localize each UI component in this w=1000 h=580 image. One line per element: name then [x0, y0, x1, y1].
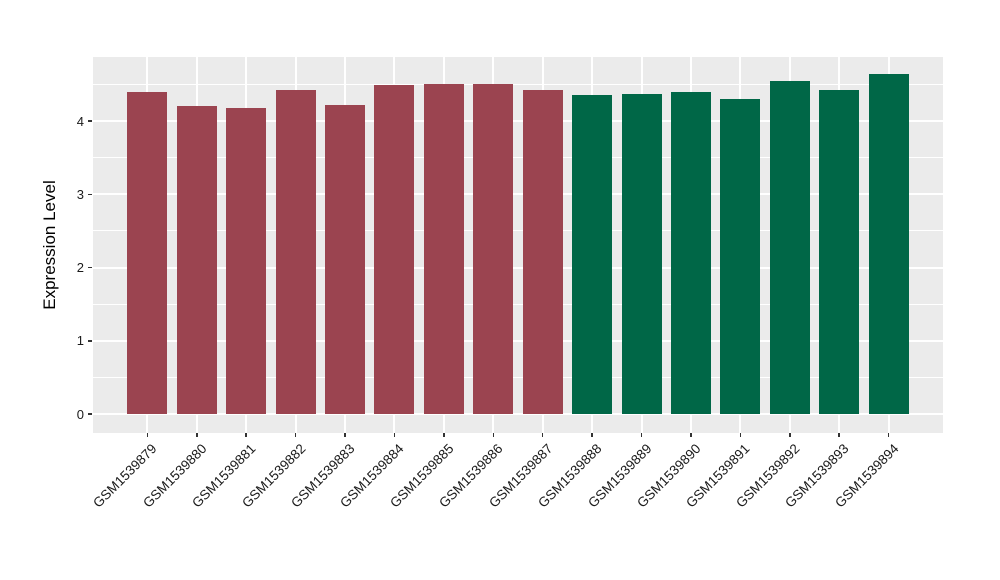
- y-axis-title: Expression Level: [40, 180, 59, 310]
- y-tick-mark: [88, 266, 92, 269]
- bar-GSM1539891: [720, 99, 761, 414]
- y-tick-label: 0: [76, 406, 84, 422]
- x-tick-mark: [196, 433, 198, 437]
- x-tick-mark: [838, 433, 840, 437]
- bar-GSM1539884: [374, 85, 415, 414]
- x-tick-mark: [789, 433, 791, 437]
- bar-GSM1539881: [226, 107, 267, 414]
- bar-GSM1539886: [473, 84, 514, 414]
- bar-GSM1539883: [325, 104, 366, 414]
- y-tick-mark: [88, 413, 92, 415]
- gridline-minor: [93, 230, 943, 232]
- gridline-major: [93, 339, 943, 342]
- y-tick-label: 1: [76, 333, 84, 349]
- x-tick-mark: [739, 433, 742, 437]
- x-tick-mark: [146, 433, 149, 437]
- x-tick-mark: [541, 433, 544, 437]
- gridline-minor: [93, 157, 943, 159]
- bar-GSM1539894: [868, 74, 909, 414]
- bar-GSM1539888: [572, 95, 613, 414]
- bar-GSM1539889: [621, 93, 662, 414]
- x-tick-mark: [690, 433, 692, 437]
- y-tick-mark: [88, 120, 92, 122]
- x-tick-mark: [294, 433, 297, 437]
- x-tick-mark: [492, 433, 495, 437]
- gridline-minor: [93, 376, 943, 378]
- plot-panel: [93, 57, 943, 433]
- bar-GSM1539890: [670, 92, 711, 414]
- gridline-major: [93, 266, 943, 269]
- bar-GSM1539887: [522, 90, 563, 414]
- y-tick-label: 2: [76, 260, 84, 275]
- x-tick-mark: [591, 433, 593, 437]
- y-tick-mark: [88, 193, 92, 195]
- y-tick-mark: [88, 340, 92, 342]
- x-tick-mark: [887, 433, 890, 437]
- x-tick-mark: [443, 433, 445, 437]
- bar-GSM1539879: [127, 91, 168, 414]
- x-tick-mark: [393, 433, 396, 437]
- x-tick-mark: [344, 433, 346, 437]
- bar-GSM1539893: [819, 90, 860, 414]
- bar-GSM1539882: [275, 90, 316, 414]
- x-tick-mark: [245, 433, 247, 437]
- x-tick-mark: [640, 433, 643, 437]
- gridline-major: [93, 413, 943, 415]
- bar-GSM1539885: [423, 83, 464, 414]
- y-tick-label: 4: [76, 113, 84, 129]
- gridline-minor: [93, 303, 943, 305]
- gridline-major: [93, 120, 943, 122]
- bar-GSM1539880: [176, 106, 217, 414]
- gridline-minor: [93, 83, 943, 85]
- y-tick-label: 3: [76, 186, 84, 202]
- bar-GSM1539892: [769, 80, 810, 414]
- gridline-major: [93, 193, 943, 196]
